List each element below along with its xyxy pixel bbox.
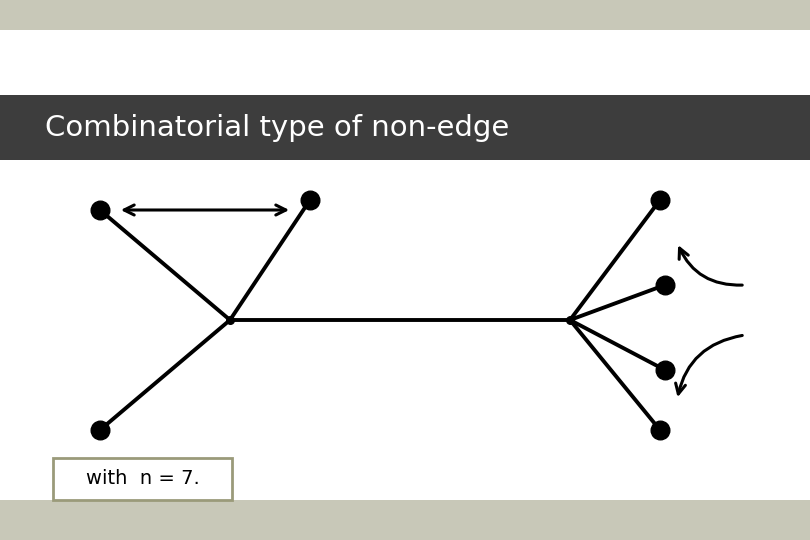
Point xyxy=(93,206,106,214)
Point xyxy=(564,316,577,325)
Point xyxy=(224,316,237,325)
Bar xyxy=(0,500,810,540)
FancyBboxPatch shape xyxy=(53,458,232,500)
Bar xyxy=(0,95,810,160)
Point xyxy=(659,281,671,289)
Point xyxy=(654,195,667,204)
Point xyxy=(304,195,317,204)
Text: Combinatorial type of non-edge: Combinatorial type of non-edge xyxy=(45,114,509,142)
Point xyxy=(654,426,667,434)
Text: with  n = 7.: with n = 7. xyxy=(86,469,199,489)
Bar xyxy=(0,0,810,30)
Point xyxy=(659,366,671,374)
Point xyxy=(93,426,106,434)
Bar xyxy=(0,160,810,500)
Bar xyxy=(0,30,810,100)
